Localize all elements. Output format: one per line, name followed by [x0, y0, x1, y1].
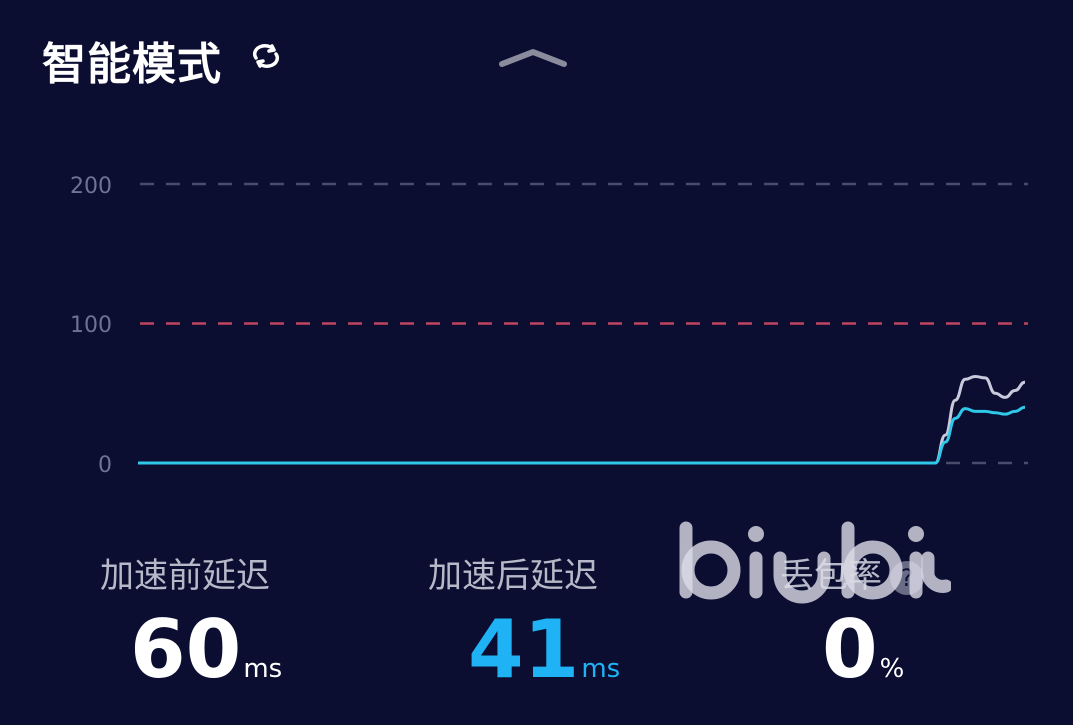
stat-value: 60ms: [130, 610, 282, 690]
stat-label: 加速前延迟: [100, 556, 270, 596]
latency-chart: 200 100 0: [70, 174, 1028, 478]
y-tick-label: 0: [98, 453, 112, 478]
chevron-up-icon[interactable]: [498, 44, 568, 74]
help-icon[interactable]: ?: [890, 560, 924, 595]
series-line-before: [138, 375, 1026, 465]
value-number: 60: [130, 603, 242, 696]
value-unit: %: [879, 654, 905, 684]
value-unit: ms: [243, 654, 283, 684]
stat-label: 加速后延迟: [428, 556, 598, 596]
stat-packet-loss: 丢包率? 0%: [780, 548, 1073, 690]
stat-before-latency: 加速前延迟 60ms: [100, 548, 400, 690]
stat-label: 丢包率?: [780, 548, 1073, 597]
value-number: 41: [468, 603, 580, 696]
mode-title: 智能模式: [42, 39, 222, 90]
value-unit: ms: [581, 654, 621, 684]
stat-value: 0%: [822, 610, 904, 690]
value-number: 0: [822, 603, 878, 696]
stat-after-latency: 加速后延迟 41ms: [428, 548, 728, 690]
refresh-cycle-icon[interactable]: [248, 38, 284, 74]
y-tick-label: 200: [70, 174, 112, 199]
stat-label-text: 丢包率: [780, 556, 882, 596]
series-line-after: [138, 405, 1026, 465]
y-tick-label: 100: [70, 313, 112, 338]
stat-value: 41ms: [468, 610, 620, 690]
